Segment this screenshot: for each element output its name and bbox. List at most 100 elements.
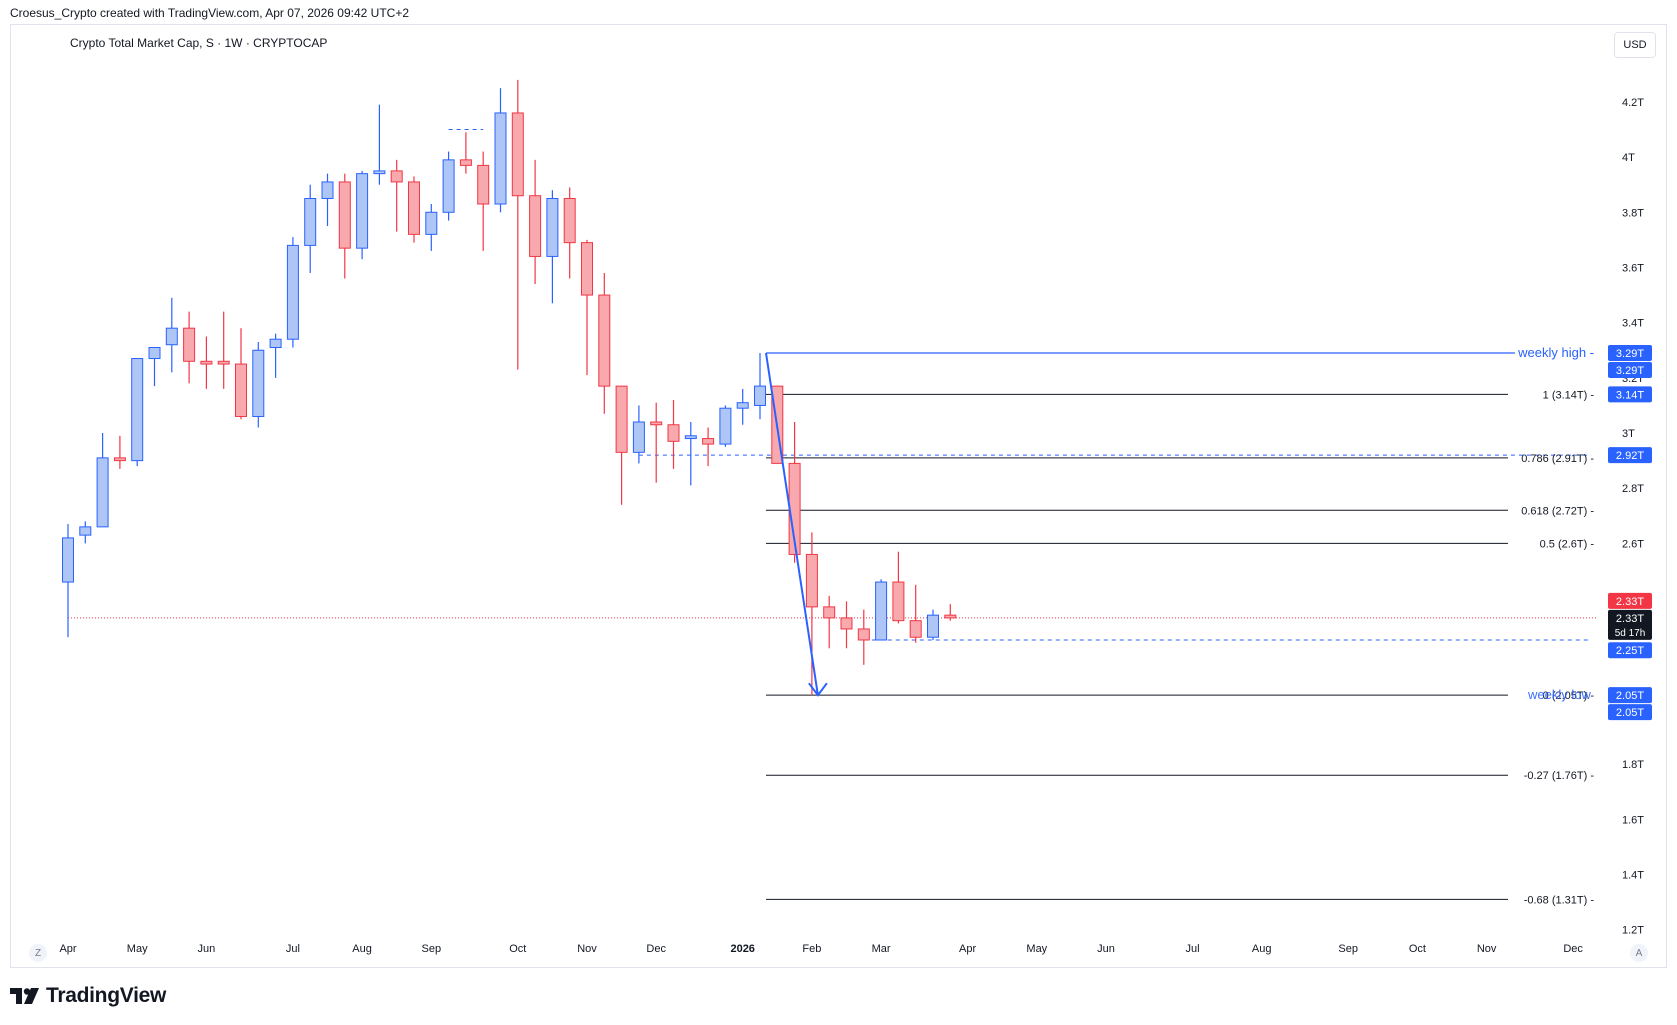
- fib-level-label: -0.27 (1.76T) -: [1524, 770, 1595, 782]
- candle-body: [62, 537, 74, 583]
- candle-body: [113, 457, 126, 462]
- y-tick-label: 4.2T: [1622, 97, 1644, 109]
- candle-body: [217, 360, 230, 365]
- candle-body: [304, 197, 317, 246]
- price-tag: [1608, 609, 1652, 640]
- candle-body: [459, 159, 472, 166]
- time-axis: Apr May Jun Jul Aug Sep Oct Nov Dec 2026 Feb Mar Apr…: [59, 943, 1583, 955]
- y-tick-label: 3.6T: [1622, 262, 1644, 274]
- candle-body: [390, 170, 403, 183]
- tradingview-logo: TradingView: [10, 984, 166, 1008]
- candle-body: [356, 173, 369, 249]
- candle-body: [702, 438, 715, 445]
- y-tick-label: 3.8T: [1622, 207, 1644, 219]
- candle-body: [425, 211, 438, 235]
- fib-level-label: 0.5 (2.6T) -: [1540, 538, 1595, 550]
- x-tick-label: Aug: [1252, 943, 1272, 955]
- candle-body: [148, 346, 161, 360]
- price-tag: [1608, 345, 1652, 362]
- tradingview-logo-text: TradingView: [46, 984, 167, 1007]
- candle-body: [79, 526, 92, 536]
- x-tick-label: Sep: [1338, 943, 1358, 955]
- candle-body: [632, 421, 645, 453]
- price-tag: [1608, 386, 1652, 403]
- symbol-title[interactable]: Crypto Total Market Cap, S · 1W · CRYPTO…: [70, 36, 328, 50]
- price-tag: [1608, 592, 1652, 609]
- fib-level-label: -0.68 (1.31T) -: [1524, 894, 1595, 906]
- fib-level-label: 0 (2.05T) -: [1543, 690, 1595, 702]
- fib-level-label: 1 (3.14T) -: [1543, 389, 1595, 401]
- candle-body: [408, 181, 420, 235]
- x-tick-label: Dec: [1563, 943, 1583, 955]
- candle-body: [494, 112, 507, 205]
- y-tick-label: 1.2T: [1622, 925, 1644, 937]
- weekly-low-label: weekly low: [1527, 687, 1591, 702]
- candle-body: [650, 421, 663, 426]
- candle-body: [269, 338, 282, 348]
- price-tag-label: 2.33T: [1616, 613, 1644, 625]
- candle-body: [754, 385, 766, 406]
- candle-body: [529, 195, 542, 257]
- price-tag-countdown: 5d 17h: [1615, 628, 1646, 639]
- candle-body: [183, 327, 196, 362]
- x-tick-label: Aug: [352, 943, 372, 955]
- y-tick-label: 1.4T: [1622, 870, 1644, 882]
- chart-frame: [10, 24, 1667, 968]
- price-tag: [1608, 687, 1652, 704]
- candle-body: [235, 363, 247, 417]
- candle-body: [805, 553, 818, 608]
- candle-body: [373, 170, 386, 175]
- arrow-head: [808, 682, 828, 697]
- price-tags: 3.29T 3.29T 3.14T 2.92T 2.33T 2.33T 5d 17h 2.25…: [1608, 345, 1652, 721]
- candle-body: [286, 244, 299, 340]
- candle-body: [96, 457, 109, 528]
- candle-body: [875, 581, 888, 641]
- reset-zoom-button[interactable]: Z: [29, 944, 47, 962]
- candle-body: [909, 620, 922, 638]
- chart-caption: Croesus_Crypto created with TradingView.…: [10, 6, 409, 20]
- candle-body: [944, 614, 957, 619]
- candle-body: [719, 407, 732, 445]
- trend-arrow: [765, 352, 828, 697]
- fib-level-label: 0.618 (2.72T) -: [1521, 505, 1594, 517]
- candle-body: [252, 349, 265, 417]
- currency-button[interactable]: USD: [1614, 32, 1656, 58]
- candle-body: [131, 358, 144, 462]
- candle-body: [823, 606, 836, 619]
- price-tag: [1608, 447, 1652, 464]
- price-axis: 4.2T4T3.8T3.6T3.4T3.2T3T2.8T2.6T1.8T1.6T…: [1622, 97, 1644, 937]
- x-tick-label: Apr: [59, 943, 76, 955]
- candle-body: [511, 112, 524, 197]
- candle-body: [581, 242, 593, 296]
- price-tag-label: 2.33T: [1616, 596, 1644, 608]
- candle-body: [442, 159, 455, 213]
- price-tag-label: 2.05T: [1616, 707, 1644, 719]
- x-tick-label: Nov: [1477, 943, 1497, 955]
- price-tag-label: 2.92T: [1616, 450, 1644, 462]
- dashed-levels: [68, 129, 1598, 641]
- x-tick-label: Nov: [577, 943, 597, 955]
- x-tick-label: Mar: [872, 943, 891, 955]
- candle-body: [338, 181, 351, 249]
- candle-body: [200, 360, 213, 365]
- price-tag: [1608, 704, 1652, 721]
- candle-body: [684, 435, 697, 440]
- candle-body: [667, 424, 680, 442]
- candle-body: [927, 614, 939, 638]
- x-tick-label: Oct: [1409, 943, 1426, 955]
- x-tick-label: May: [1026, 943, 1047, 955]
- weekly-high-label: weekly high -: [1517, 345, 1594, 360]
- fibonacci-retracement: 1 (3.14T) - 0.786 (2.91T) - 0.618 (2.72T) …: [766, 345, 1594, 906]
- x-tick-label: Jun: [198, 943, 216, 955]
- x-tick-label: Jul: [286, 943, 300, 955]
- auto-scale-button[interactable]: A: [1630, 944, 1648, 962]
- x-tick-label: Oct: [509, 943, 526, 955]
- price-tag: [1608, 642, 1652, 659]
- x-tick-label: Feb: [802, 943, 821, 955]
- x-tick-label: Apr: [959, 943, 976, 955]
- x-tick-label: Dec: [646, 943, 666, 955]
- x-tick-label: Sep: [422, 943, 442, 955]
- candle-body: [892, 581, 905, 622]
- price-tag-label: 2.25T: [1616, 645, 1644, 657]
